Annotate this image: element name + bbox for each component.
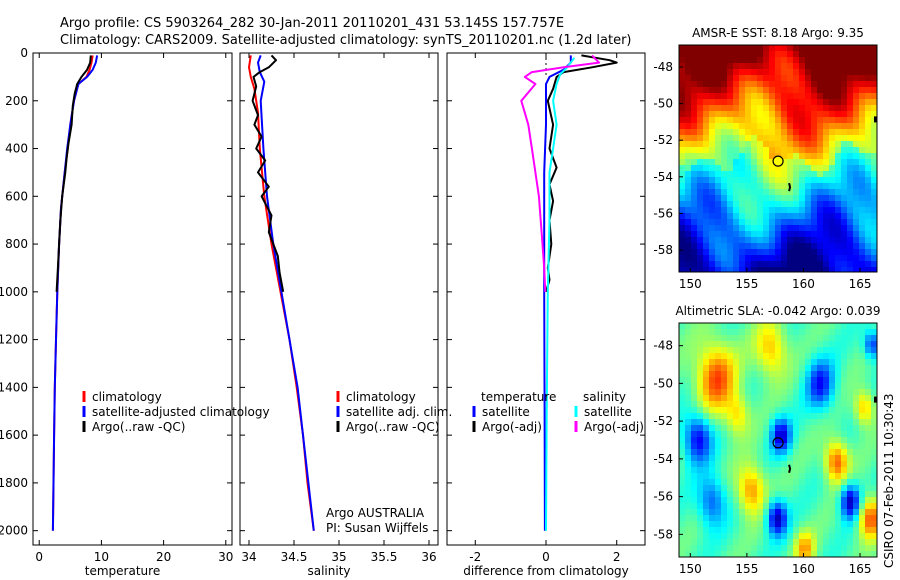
x-tick-label: 10 <box>94 550 109 564</box>
y-tick-label: -48 <box>653 339 673 353</box>
legend-label: satellite-adjusted climatology <box>92 405 270 419</box>
y-tick-label: 2000 <box>0 524 28 538</box>
map-frame <box>678 322 878 558</box>
y-tick-label: 1800 <box>0 476 28 490</box>
y-tick-label: 800 <box>5 237 28 251</box>
y-tick-label: 200 <box>5 94 28 108</box>
y-tick-label: -52 <box>653 414 673 428</box>
x-tick-label: 34.5 <box>281 550 308 564</box>
legend-label: Argo(-adj) <box>584 420 644 434</box>
x-tick-label: 34 <box>241 550 256 564</box>
x-tick-label: 35.5 <box>371 550 398 564</box>
header-line-1: Argo profile: CS 5903264_282 30-Jan-2011… <box>60 16 564 31</box>
x-tick-label: 36 <box>421 550 436 564</box>
trajectory-mark <box>788 464 792 473</box>
series-line-2 <box>545 54 618 293</box>
map-title: AMSR-E SST: 8.18 Argo: 9.35 <box>692 26 864 40</box>
legend-heading-salinity: salinity <box>583 390 626 404</box>
series-line-3 <box>251 54 285 292</box>
y-tick-label: -58 <box>653 243 673 257</box>
legend-heading-temperature: temperature <box>481 390 556 404</box>
series-line-1 <box>51 55 94 531</box>
y-tick-label: -50 <box>653 376 673 390</box>
x-tick-label: 155 <box>735 277 758 291</box>
edge-mark <box>874 116 877 123</box>
x-axis-label: temperature <box>85 564 160 578</box>
y-tick-label: 0 <box>20 46 28 60</box>
x-tick-label: 165 <box>849 562 872 576</box>
legend-label: Argo(-adj) <box>482 420 542 434</box>
x-tick-label: 0 <box>542 550 550 564</box>
profile-panel-2: 34 34.5 35 35.5 36 salinity climatologysatelli… <box>239 52 452 578</box>
legend-label: climatology <box>346 390 416 404</box>
series-line-3 <box>55 55 92 292</box>
x-axis-label: difference from climatology <box>463 564 629 578</box>
y-tick-label: 1000 <box>0 285 28 299</box>
map-title: Altimetric SLA: -0.042 Argo: 0.039 <box>675 304 880 318</box>
x-tick-label: 150 <box>679 562 702 576</box>
map-frame <box>678 44 878 273</box>
x-tick-label: 160 <box>792 562 815 576</box>
y-tick-label: -52 <box>653 133 673 147</box>
header-line-2: Climatology: CARS2009. Satellite-adjuste… <box>60 33 632 48</box>
x-tick-label: 150 <box>679 277 702 291</box>
trajectory-mark <box>788 182 792 192</box>
x-axis-label: salinity <box>307 564 350 578</box>
plot-frame <box>239 52 439 546</box>
legend-label: satellite <box>584 405 632 419</box>
map-panel-1: AMSR-E SST: 8.18 Argo: 9.35 150 155 160 165 -… <box>653 26 878 291</box>
argo-location-marker <box>772 437 784 449</box>
argo-location-marker <box>772 155 784 167</box>
x-tick-label: 160 <box>792 277 815 291</box>
plot-frame <box>32 52 233 546</box>
edge-mark <box>874 396 877 403</box>
note-pi: PI: Susan Wijffels <box>326 521 428 535</box>
series-line-2 <box>257 55 315 531</box>
series-line-2 <box>51 55 99 531</box>
x-tick-label: 155 <box>735 562 758 576</box>
y-tick-label: -58 <box>653 527 673 541</box>
y-tick-label: -54 <box>653 452 673 466</box>
series-line-4 <box>520 54 600 292</box>
note-argo-australia: Argo AUSTRALIA <box>326 506 425 520</box>
y-tick-label: -56 <box>653 490 673 504</box>
x-tick-label: 2 <box>613 550 621 564</box>
y-tick-label: -50 <box>653 97 673 111</box>
y-tick-label: 400 <box>5 142 28 156</box>
y-tick-label: -56 <box>653 206 673 220</box>
profile-panel-1: 0 10 20 30 temperature 0 200 400 600 800 1000 1200 1… <box>0 46 270 578</box>
x-tick-label: 30 <box>218 550 233 564</box>
map-field <box>679 45 878 273</box>
y-tick-label: 1600 <box>0 428 28 442</box>
y-tick-label: -54 <box>653 170 673 184</box>
legend-label: climatology <box>92 390 162 404</box>
side-label: CSIRO 07-Feb-2011 10:30:43 <box>882 393 896 568</box>
y-tick-label: 1200 <box>0 333 28 347</box>
x-tick-label: 0 <box>35 550 43 564</box>
y-tick-label: 600 <box>5 189 28 203</box>
map-panel-2: Altimetric SLA: -0.042 Argo: 0.039 150 155… <box>653 304 880 576</box>
legend-label: satellite <box>482 405 530 419</box>
x-tick-label: 165 <box>849 277 872 291</box>
x-tick-label: 20 <box>156 550 171 564</box>
series-line-3 <box>545 57 576 531</box>
legend-label: Argo(..raw -QC) <box>92 420 185 434</box>
map-field <box>679 323 878 558</box>
x-tick-label: -2 <box>469 550 481 564</box>
y-tick-label: -48 <box>653 60 673 74</box>
legend-label: Argo(..raw -QC) <box>346 420 439 434</box>
legend-label: satellite adj. clim. <box>346 405 452 419</box>
x-tick-label: 35 <box>331 550 346 564</box>
y-tick-label: 1400 <box>0 380 28 394</box>
